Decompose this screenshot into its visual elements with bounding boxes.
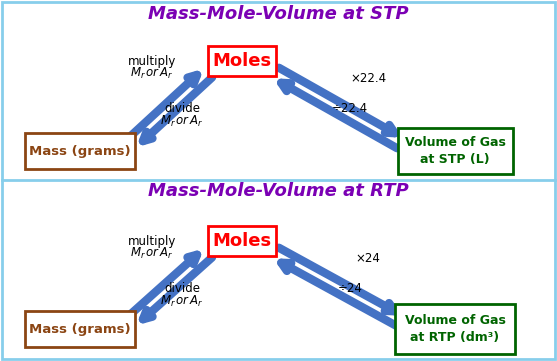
Text: $M_r\,or\,A_r$: $M_r\,or\,A_r$ [130, 65, 174, 81]
Text: divide: divide [164, 103, 200, 116]
Text: multiply: multiply [128, 55, 176, 68]
Text: Volume of Gas
at STP (L): Volume of Gas at STP (L) [404, 136, 505, 166]
FancyBboxPatch shape [208, 226, 276, 256]
Text: ×22.4: ×22.4 [350, 73, 386, 86]
Text: Moles: Moles [212, 232, 272, 250]
FancyBboxPatch shape [395, 304, 515, 354]
Text: $M_r\,or\,A_r$: $M_r\,or\,A_r$ [160, 113, 204, 129]
FancyBboxPatch shape [208, 46, 276, 76]
Text: Mass (grams): Mass (grams) [29, 144, 131, 157]
Text: $M_r\,or\,A_r$: $M_r\,or\,A_r$ [160, 293, 204, 309]
Text: multiply: multiply [128, 235, 176, 248]
Text: Moles: Moles [212, 52, 272, 70]
Text: Mass-Mole-Volume at STP: Mass-Mole-Volume at STP [148, 5, 408, 23]
Text: ÷24: ÷24 [338, 282, 363, 295]
Text: Mass (grams): Mass (grams) [29, 322, 131, 335]
Text: divide: divide [164, 283, 200, 296]
FancyBboxPatch shape [25, 311, 135, 347]
FancyBboxPatch shape [398, 128, 512, 174]
Text: $M_r\,or\,A_r$: $M_r\,or\,A_r$ [130, 245, 174, 261]
Text: Volume of Gas
at RTP (dm³): Volume of Gas at RTP (dm³) [404, 314, 505, 344]
Text: Mass-Mole-Volume at RTP: Mass-Mole-Volume at RTP [148, 182, 408, 200]
Text: ×24: ×24 [355, 252, 380, 265]
FancyBboxPatch shape [25, 133, 135, 169]
Text: ÷22.4: ÷22.4 [332, 103, 368, 116]
